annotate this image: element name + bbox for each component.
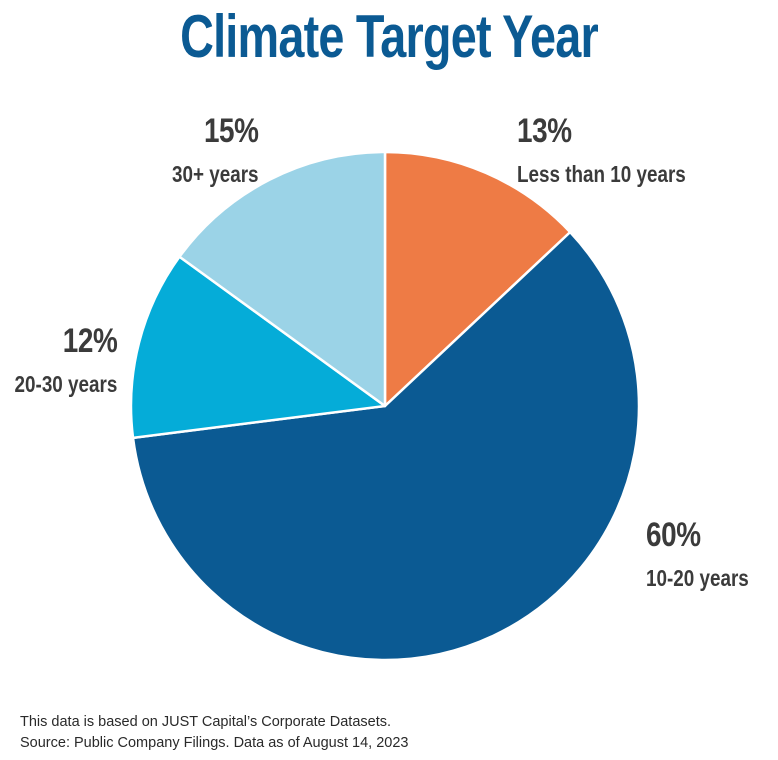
slice-value-label: 12% — [62, 322, 117, 360]
slice-value-label: 60% — [646, 516, 701, 554]
pie-slice-less-than-10-years — [383, 150, 572, 408]
slice-category-label: 10-20 years — [646, 565, 749, 591]
pie-slice-30-years — [178, 150, 387, 408]
slice-label-30-plus-years: 15% 30+ years — [153, 112, 259, 188]
slice-value-label: 15% — [204, 112, 259, 150]
slice-category-label: 30+ years — [172, 161, 259, 187]
pie-slice-20-30-years — [129, 255, 387, 440]
chart-title: Climate Target Year — [180, 3, 599, 70]
slice-label-20-30-years: 12% 20-30 years — [0, 322, 117, 398]
slice-category-label: Less than 10 years — [517, 161, 686, 187]
footnote-line-source: Source: Public Company Filings. Data as … — [20, 735, 409, 751]
pie-slice-10-20-years — [131, 230, 641, 662]
footnote-line-data: This data is based on JUST Capital’s Cor… — [20, 714, 392, 730]
slice-category-label: 20-30 years — [14, 371, 117, 397]
slice-label-10-20-years: 60% 10-20 years — [646, 516, 771, 592]
slice-label-less-than-10-years: 13% Less than 10 years — [517, 112, 723, 188]
slice-value-label: 13% — [517, 112, 572, 150]
footnote: This data is based on JUST Capital’s Cor… — [20, 712, 409, 754]
